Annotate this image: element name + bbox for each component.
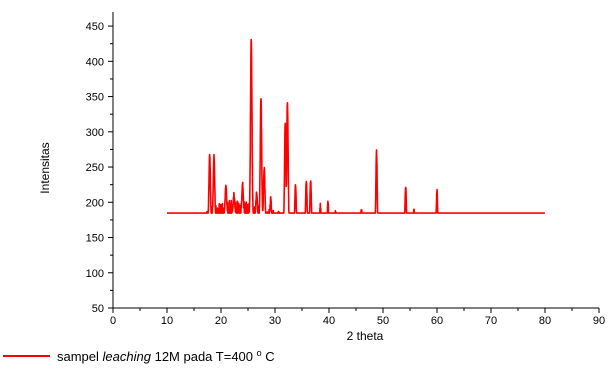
series-line [166,38,546,214]
axes [112,12,599,309]
legend-middle: 12M pada T=400 [155,349,253,364]
x-tick-label: 60 [431,315,443,327]
x-tick-label: 0 [110,315,116,327]
y-axis-label: Intensitas [38,142,52,193]
legend-italic: leaching [103,349,152,364]
legend-label: sampel leaching 12M pada T=400 o C [57,344,275,364]
y-tick-label: 100 [86,268,104,280]
y-tick-label: 250 [86,162,104,174]
legend-suffix: C [265,349,274,364]
y-tick-label: 50 [92,303,104,315]
ticks: 0 10 20 30 40 50 60 70 80 90 50 100 150 200 250 300 350 4… [86,21,605,327]
y-tick-label: 350 [86,92,104,104]
y-tick-label: 400 [86,56,104,68]
legend: sampel leaching 12M pada T=400 o C [3,344,275,364]
legend-prefix: sampel [57,349,103,364]
x-tick-label: 90 [593,315,605,327]
x-tick-label: 30 [269,315,281,327]
x-tick-label: 20 [215,315,227,327]
x-tick-label: 50 [377,315,389,327]
x-axis-label: 2 theta [347,329,384,343]
y-tick-label: 300 [86,127,104,139]
x-tick-label: 70 [485,315,497,327]
legend-sup: o [257,348,262,358]
plot-series [166,38,546,214]
x-tick-label: 10 [161,315,173,327]
y-tick-label: 200 [86,197,104,209]
x-tick-label: 40 [323,315,335,327]
x-tick-label: 80 [539,315,551,327]
y-tick-label: 450 [86,21,104,33]
y-tick-label: 150 [86,233,104,245]
